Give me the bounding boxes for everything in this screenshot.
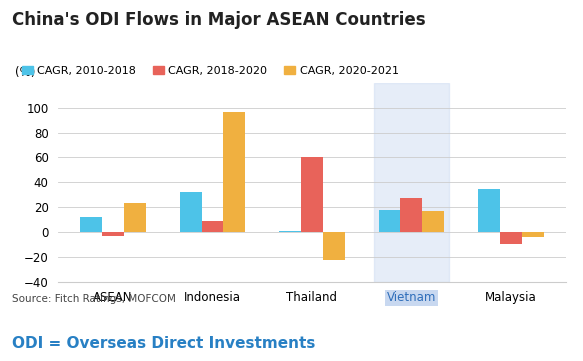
Bar xyxy=(478,188,500,232)
Bar xyxy=(422,211,444,232)
Bar xyxy=(223,112,245,232)
Bar xyxy=(522,232,543,237)
Bar xyxy=(80,217,102,232)
Text: ODI = Overseas Direct Investments: ODI = Overseas Direct Investments xyxy=(12,336,315,351)
Bar xyxy=(301,157,323,232)
Bar xyxy=(401,199,422,232)
Bar xyxy=(323,232,345,261)
Text: Source: Fitch Ratings, MOFCOM: Source: Fitch Ratings, MOFCOM xyxy=(12,294,175,304)
Bar xyxy=(124,203,146,232)
Legend: CAGR, 2010-2018, CAGR, 2018-2020, CAGR, 2020-2021: CAGR, 2010-2018, CAGR, 2018-2020, CAGR, … xyxy=(17,61,403,81)
Bar xyxy=(202,221,223,232)
Bar xyxy=(279,231,301,232)
Text: (%): (%) xyxy=(15,66,36,79)
Bar xyxy=(378,210,401,232)
Text: China's ODI Flows in Major ASEAN Countries: China's ODI Flows in Major ASEAN Countri… xyxy=(12,11,425,29)
Bar xyxy=(500,232,522,244)
Bar xyxy=(180,192,202,232)
Bar xyxy=(374,83,449,282)
Bar xyxy=(102,232,124,236)
